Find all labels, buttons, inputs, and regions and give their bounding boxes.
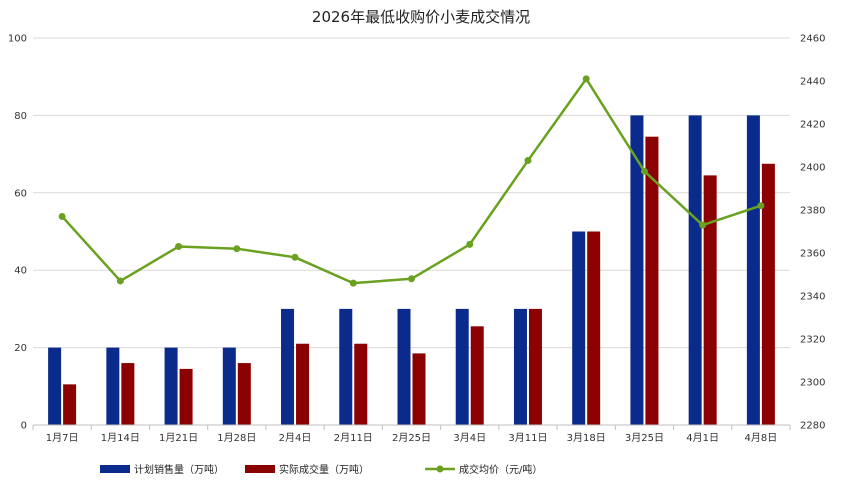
bar — [354, 343, 368, 425]
bar — [587, 231, 601, 425]
bar — [746, 115, 760, 426]
gridlines — [33, 37, 790, 349]
legend-label: 实际成交量（万吨） — [279, 463, 369, 476]
x-tick-label: 3月18日 — [567, 432, 606, 444]
bar — [237, 363, 251, 425]
legend-swatch-marker — [436, 465, 444, 473]
y-right-tick-label: 2280 — [800, 421, 825, 432]
y-right-tick-label: 2360 — [800, 249, 825, 260]
x-tick-label: 4月1日 — [686, 432, 719, 444]
axes: 0 20 40 60 80 100 2280 2300 2320 2340 2360 2380 2400… — [8, 34, 826, 445]
legend-label: 成交均价（元/吨） — [459, 463, 542, 476]
y-right-tick-label: 2320 — [800, 335, 825, 346]
legend: 计划销售量（万吨） 实际成交量（万吨） 成交均价（元/吨） — [100, 463, 542, 476]
bar — [572, 231, 586, 425]
price-point — [640, 167, 648, 175]
x-tick-label: 2月11日 — [334, 432, 373, 444]
bar — [688, 115, 702, 426]
y-right-tick-label: 2420 — [800, 120, 825, 131]
price-point — [757, 202, 765, 210]
price-point — [233, 245, 241, 253]
y-left-tick-label: 60 — [14, 188, 27, 199]
y-left-tick-label: 80 — [14, 111, 27, 122]
bar — [630, 115, 644, 426]
x-tick-label: 3月25日 — [625, 432, 664, 444]
y-right-tick-label: 2440 — [800, 77, 825, 88]
price-point — [349, 279, 357, 287]
price-point — [116, 277, 124, 285]
x-tick-label: 3月11日 — [508, 432, 547, 444]
bar — [397, 308, 411, 425]
price-point — [291, 253, 299, 261]
bar — [281, 308, 295, 425]
price-point — [175, 243, 183, 251]
bar — [528, 308, 542, 425]
price-point — [524, 157, 532, 165]
y-left-tick-label: 40 — [14, 266, 27, 277]
y-left-tick-label: 100 — [8, 34, 27, 45]
bar — [179, 368, 193, 425]
price-point — [58, 212, 66, 220]
bar — [121, 363, 135, 425]
bar — [296, 343, 310, 425]
bar — [222, 347, 236, 425]
bar — [455, 308, 469, 425]
bar — [48, 347, 62, 425]
bar — [63, 384, 77, 425]
legend-swatch — [100, 465, 130, 473]
x-tick-label: 4月8日 — [745, 432, 778, 444]
bar-series — [48, 115, 775, 426]
x-tick-label: 1月7日 — [46, 432, 79, 444]
x-tick-label: 1月28日 — [217, 432, 256, 444]
y-right-tick-label: 2300 — [800, 378, 825, 389]
y-right-tick-label: 2380 — [800, 206, 825, 217]
line-series — [58, 75, 765, 287]
bar — [339, 308, 353, 425]
x-tick-label: 3月4日 — [453, 432, 486, 444]
bar — [164, 347, 178, 425]
x-tick-label: 2月25日 — [392, 432, 431, 444]
bar — [645, 136, 659, 425]
x-tick-label: 2月4日 — [279, 432, 312, 444]
price-point — [466, 240, 474, 248]
x-tick-label: 1月21日 — [159, 432, 198, 444]
bar — [703, 175, 717, 425]
y-left-tick-label: 0 — [21, 421, 27, 432]
bar — [106, 347, 120, 425]
y-right-tick-label: 2400 — [800, 163, 825, 174]
legend-label: 计划销售量（万吨） — [134, 463, 224, 476]
chart-title: 2026年最低收购价小麦成交情况 — [312, 8, 530, 26]
legend-swatch — [245, 465, 275, 473]
x-tick-label: 1月14日 — [101, 432, 140, 444]
bar — [470, 326, 484, 425]
bar — [761, 163, 775, 425]
y-right-tick-label: 2460 — [800, 34, 825, 45]
price-point — [408, 275, 415, 283]
y-right-tick-label: 2340 — [800, 292, 825, 303]
price-point — [699, 221, 707, 229]
price-point — [582, 75, 590, 83]
y-left-tick-label: 20 — [14, 343, 27, 354]
bar — [412, 353, 426, 425]
bar — [513, 308, 527, 425]
